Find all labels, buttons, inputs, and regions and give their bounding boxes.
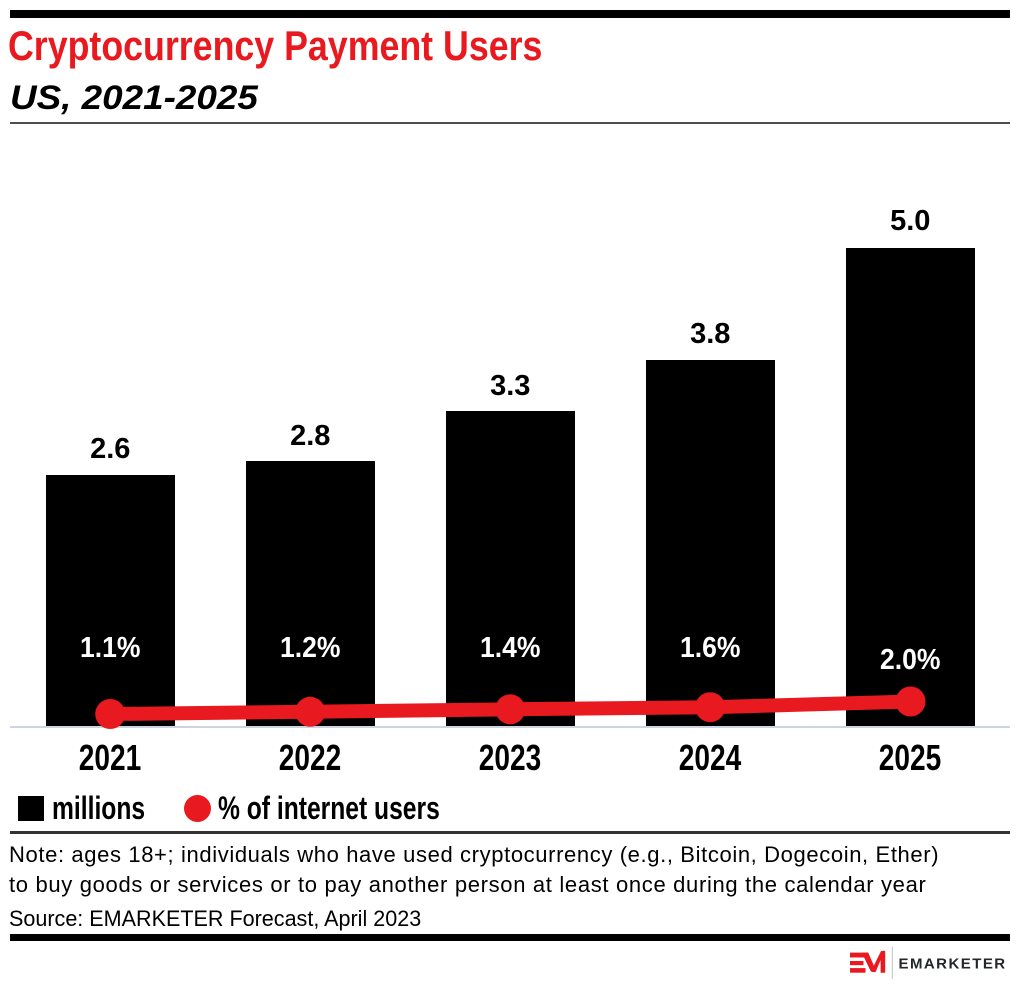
svg-text:EMARKETER: EMARKETER bbox=[899, 955, 1007, 972]
